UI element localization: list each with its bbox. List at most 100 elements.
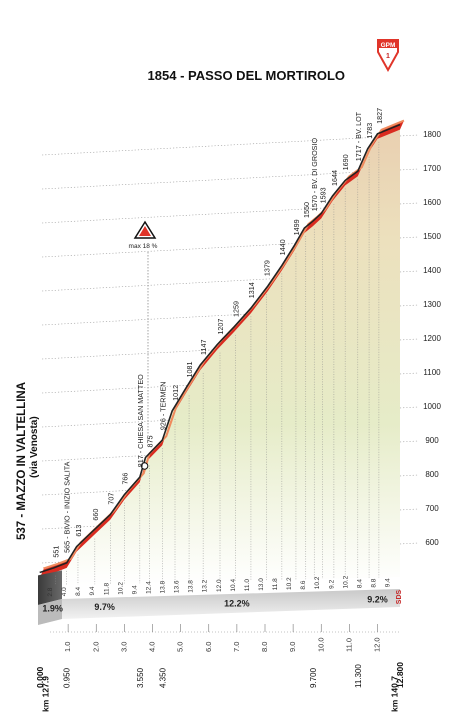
y-tick-label: 900 xyxy=(425,436,439,445)
band-top xyxy=(62,577,400,599)
x-axis: 1.0 2.0 3.0 4.0 5.0 6.0 7.0 8.0 9.0 10.0 11.0 12.0 0… xyxy=(35,624,405,712)
x-tick-label: 7.0 xyxy=(232,642,241,652)
band-start xyxy=(38,599,62,625)
start-block xyxy=(38,570,62,605)
segment-gradient-label: 12.0 xyxy=(216,579,223,592)
chart-title: 1854 - PASSO DEL MORTIROLO xyxy=(148,68,345,83)
km-mark-label: 4.350 xyxy=(158,667,167,688)
sds-logo: SDS xyxy=(396,589,403,604)
x-tick-label: 12.0 xyxy=(373,637,382,652)
point-guides xyxy=(55,141,380,585)
segment-gradient-label: 13.0 xyxy=(258,578,265,591)
point-label: 817 - CHIESA SAN MATTEO xyxy=(136,374,145,467)
y-tick-label: 1400 xyxy=(423,266,441,275)
max-gradient-marker: max 18 % xyxy=(129,220,158,440)
point-label: 1314 xyxy=(247,282,256,298)
y-tick-label: 700 xyxy=(425,504,439,513)
point-label: 1207 xyxy=(216,319,225,335)
segment-gradient-label: 9.4 xyxy=(89,586,96,595)
segment-gradient-label: 10.2 xyxy=(314,576,321,589)
y-tick-label: 1200 xyxy=(423,334,441,343)
gridline xyxy=(41,134,419,156)
segment-gradient-label: 10.2 xyxy=(342,575,349,588)
y-tick-label: 1600 xyxy=(423,198,441,207)
km-mark-label: 0.950 xyxy=(63,667,72,688)
segment-gradient-label: 10.4 xyxy=(230,579,237,592)
y-tick-label: 1700 xyxy=(423,164,441,173)
point-label: 1690 xyxy=(341,154,350,170)
start-location-label: 537 - MAZZO IN VALTELLINA (via Venosta) xyxy=(16,382,40,540)
segment-gradient-label: 13.2 xyxy=(202,579,209,592)
segment-gradient-label: 10.2 xyxy=(286,577,293,590)
point-label: 565 - BIVIO - INIZIO SALITA xyxy=(63,461,72,553)
point-label: 926 - TERMEN xyxy=(158,382,167,431)
point-label: 1550 xyxy=(302,202,311,218)
x-tick-label: 11.0 xyxy=(344,638,353,652)
x-tick-label: 4.0 xyxy=(148,642,157,652)
summit-badge: GPM 1 xyxy=(377,39,399,73)
segment-gradient-label: 11.8 xyxy=(272,578,279,591)
profile-line xyxy=(39,123,401,574)
segment-gradient-label: 8.8 xyxy=(371,578,378,587)
x-tick-label: 3.0 xyxy=(119,642,128,652)
km-mark-label: 3.550 xyxy=(136,667,145,688)
segment-gradient-label: 4.0 xyxy=(61,587,68,596)
point-label: 1783 xyxy=(365,123,374,139)
point-label: 875 xyxy=(146,436,155,448)
segment-gradient-label: 2.8 xyxy=(47,587,54,596)
segment-gradient-label: 13.6 xyxy=(174,580,181,593)
y-tick-label: 1300 xyxy=(423,300,441,309)
km-mark-label: 12.800 xyxy=(395,662,405,688)
x-tick-label: 1.0 xyxy=(63,642,72,652)
summit-badge-category: GPM xyxy=(381,42,396,49)
point-label: 1081 xyxy=(185,361,194,377)
x-tick-label: 10.0 xyxy=(316,637,325,652)
point-label: 1012 xyxy=(171,385,180,401)
point-label: 660 xyxy=(91,509,100,521)
point-labels: 551 565 - BIVIO - INIZIO SALITA 613 660 707 7… xyxy=(51,108,383,558)
segment-gradient-label: 8.4 xyxy=(75,586,82,595)
profile-area xyxy=(38,119,405,605)
point-label: 1593 xyxy=(319,187,328,203)
segment-gradient-label: 9.4 xyxy=(385,578,392,587)
y-axis: 600 700 800 900 1000 1100 1200 1300 1400 1500 1600… xyxy=(423,130,441,547)
profile-fill xyxy=(40,124,400,585)
x-tick-label: 6.0 xyxy=(204,642,213,652)
point-label: 766 xyxy=(120,473,129,485)
annotations: 1854 - PASSO DEL MORTIROLO GPM 1 max 18 … xyxy=(16,39,403,604)
y-tick-label: 800 xyxy=(425,470,439,479)
point-label: 1440 xyxy=(278,239,287,255)
segment-gradient-label: 8.4 xyxy=(356,579,363,588)
max-gradient-point xyxy=(140,462,149,470)
y-tick-label: 1500 xyxy=(423,232,441,241)
start-location-name: 537 - MAZZO IN VALTELLINA xyxy=(16,382,28,540)
summit-badge-number: 1 xyxy=(386,53,390,60)
avg-gradient-label: 1.9% xyxy=(42,604,63,614)
segment-gradient-label: 12.4 xyxy=(146,581,153,594)
segment-gradient-label: 11.8 xyxy=(103,583,110,596)
avg-gradient-label: 9.2% xyxy=(367,595,388,605)
point-label: 1259 xyxy=(231,301,240,317)
y-tick-label: 600 xyxy=(425,538,439,547)
segment-gradient-label: 13.8 xyxy=(160,581,167,594)
point-label: 707 xyxy=(106,493,115,505)
segment-gradient-label: 9.2 xyxy=(328,579,335,588)
segment-gradient-label: 13.8 xyxy=(188,580,195,593)
y-tick-label: 1800 xyxy=(423,130,441,139)
segment-gradient-label: 9.4 xyxy=(131,585,138,594)
point-label: 1644 xyxy=(330,170,339,186)
x-tick-label: 9.0 xyxy=(288,642,297,652)
point-label: 1379 xyxy=(262,260,271,276)
band-avg xyxy=(62,589,400,619)
km-mark-label: km 127.9 xyxy=(41,676,51,712)
y-tick-label: 1000 xyxy=(423,402,441,411)
max-gradient-label: max 18 % xyxy=(129,243,158,250)
km-mark-label: 11.300 xyxy=(354,664,363,688)
km-mark-label: 0.000 xyxy=(35,666,45,688)
point-label: 1827 xyxy=(375,108,384,124)
point-label: 551 xyxy=(51,546,60,558)
y-tick-label: 1100 xyxy=(423,368,441,377)
point-label: 1499 xyxy=(292,219,301,235)
